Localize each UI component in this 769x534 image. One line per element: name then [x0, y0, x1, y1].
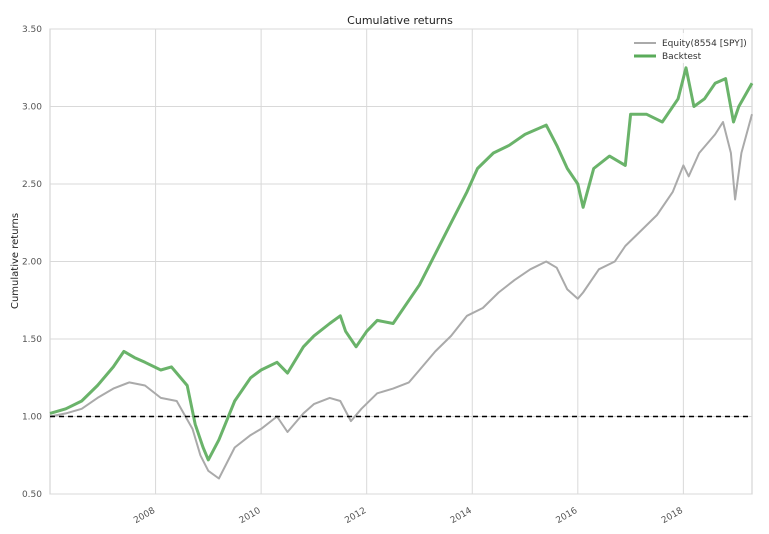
x-tick-label: 2018: [660, 506, 685, 526]
series-line-equity: [49, 113, 753, 480]
x-tick-label: 2010: [238, 506, 263, 526]
plot-area: 0.50 1.00 1.50 2.00 2.50 3.00 3.50 2008 2010 2012…: [22, 25, 754, 526]
y-tick-label: 3.00: [22, 103, 42, 113]
y-tick-label: 2.50: [22, 180, 42, 190]
x-tick-label: 2008: [132, 506, 157, 526]
x-tick-label: 2012: [343, 506, 368, 526]
legend-label: Equity(8554 [SPY]): [662, 39, 747, 49]
y-tick-label: 1.00: [22, 413, 42, 423]
x-tick-label: 2014: [449, 506, 474, 526]
legend-box: [628, 33, 750, 63]
chart-title: Cumulative returns: [347, 14, 453, 27]
y-axis-title: Cumulative returns: [10, 213, 21, 309]
y-tick-label: 0.50: [22, 490, 42, 500]
legend-label: Backtest: [662, 52, 702, 62]
x-tick-label: 2016: [554, 506, 579, 526]
y-tick-label: 2.00: [22, 258, 42, 268]
y-tick-label: 3.50: [22, 25, 42, 35]
y-tick-label: 1.50: [22, 335, 42, 345]
series-line-backtest: [49, 66, 754, 462]
